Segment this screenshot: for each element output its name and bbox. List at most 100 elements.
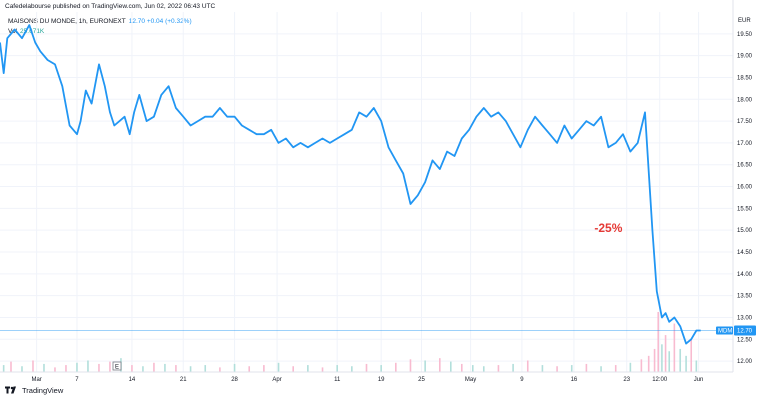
tradingview-brand: TradingView: [22, 385, 64, 395]
volume-bar: [65, 365, 67, 372]
y-axis-ticks: EUR 12.00 12.50 13.00 13.50 14.00 14.50 15.00 15…: [737, 18, 753, 365]
volume-bar: [679, 348, 682, 372]
volume-bar: [98, 363, 100, 372]
y-tick-label: 12.00: [737, 359, 753, 365]
volume-bar: [87, 360, 89, 372]
volume-bar: [585, 363, 588, 372]
volume-bar: [321, 367, 324, 372]
volume-bar: [556, 366, 558, 372]
volume-bar: [395, 362, 397, 372]
volume-bar: [685, 355, 687, 372]
volume-bar: [424, 360, 426, 372]
symbol-tag-box: [716, 326, 733, 335]
x-tick-label: 14: [129, 377, 136, 383]
x-tick-label: 12:00: [652, 377, 668, 383]
volume-bar: [695, 360, 698, 372]
x-tick-label: 16: [571, 377, 578, 383]
volume-bar: [640, 359, 643, 372]
y-tick-label: 17.50: [737, 119, 753, 125]
x-tick-label: 11: [334, 377, 341, 383]
volume-bar: [164, 363, 166, 372]
x-tick-label: 23: [623, 377, 630, 383]
y-tick-label: 19.00: [737, 54, 753, 60]
volume-bar: [175, 365, 177, 372]
volume-bar: [690, 339, 693, 372]
y-tick-label: 17.00: [737, 141, 753, 147]
volume-bar: [32, 360, 34, 372]
volume-bar: [460, 363, 463, 372]
x-tick-label: 28: [231, 377, 238, 383]
volume-bar: [512, 363, 514, 372]
volume-bar: [365, 363, 368, 372]
legend-symbol[interactable]: MAISONS DU MONDE, 1h, EURONEXT: [8, 18, 126, 25]
y-tick-label: 16.50: [737, 163, 753, 169]
y-tick-label: 15.00: [737, 228, 753, 234]
volume-bar: [292, 366, 294, 372]
volume-bar: [449, 361, 452, 372]
volume-bar: [471, 365, 474, 372]
volume-bar: [541, 365, 544, 372]
volume-bar: [277, 362, 280, 372]
tradingview-footer[interactable]: TradingView: [5, 385, 63, 395]
currency-label: EUR: [738, 18, 751, 24]
y-tick-label: 16.00: [737, 185, 753, 191]
volume-bar: [526, 360, 529, 372]
volume-bar: [219, 367, 221, 372]
volume-bar: [661, 344, 663, 372]
volume-bar: [43, 363, 45, 372]
publisher-header: Cafedelabourse published on TradingView.…: [5, 3, 216, 10]
volume-bar: [629, 362, 632, 372]
y-tick-label: 15.50: [737, 206, 753, 212]
x-tick-label: Jun: [694, 377, 704, 383]
chart-grid: [0, 12, 733, 372]
volume-bar: [409, 359, 412, 372]
legend-price-info: 12.70 +0.04 (+0.32%): [128, 18, 192, 25]
last-price-tag-box: [734, 325, 756, 336]
volume-bar: [21, 366, 23, 372]
x-tick-label: 9: [520, 377, 524, 383]
volume-bar: [142, 366, 144, 372]
volume-bar: [653, 348, 656, 372]
volume-bar: [76, 362, 78, 372]
x-tick-label: May: [465, 377, 476, 383]
e-event-marker[interactable]: E: [112, 361, 122, 371]
volume-bar: [380, 365, 382, 372]
volume-bar: [263, 365, 265, 372]
y-tick-label: 14.00: [737, 272, 753, 278]
tradingview-logo-icon: [5, 386, 16, 394]
volume-bar: [336, 365, 338, 372]
volume-bar: [657, 312, 660, 372]
x-tick-label: 7: [75, 377, 79, 383]
legend-symbol-row: MAISONS DU MONDE, 1h, EURONEXT 12.70 +0.0…: [8, 17, 192, 27]
x-tick-label: Apr: [272, 377, 281, 383]
x-tick-label: 19: [378, 377, 385, 383]
y-tick-label: 19.50: [737, 32, 753, 38]
volume-bar: [614, 365, 617, 372]
x-tick-label: 25: [418, 377, 425, 383]
volume-bar: [351, 366, 353, 372]
y-tick-label: 18.00: [737, 97, 753, 103]
volume-bar: [439, 358, 441, 372]
volume-bar: [600, 366, 602, 372]
y-tick-label: 13.50: [737, 294, 753, 300]
x-tick-label: 21: [180, 377, 187, 383]
volume-bar: [482, 366, 485, 372]
volume-bar: [204, 365, 207, 372]
last-price-tag-text: 12.70: [737, 329, 753, 335]
y-tick-label: 12.50: [737, 337, 753, 343]
volume-bar: [664, 335, 667, 372]
y-tick-label: 14.50: [737, 250, 753, 256]
volume-bar: [54, 367, 56, 372]
volume-bar: [233, 363, 236, 372]
symbol-tag-text: MDM: [718, 329, 732, 335]
y-tick-label: 18.50: [737, 75, 753, 81]
volume-bar: [307, 365, 309, 372]
volume-bar: [2, 365, 5, 372]
x-tick-label: Mar: [31, 377, 41, 383]
price-series-line: [0, 24, 701, 345]
volume-bar: [570, 365, 573, 372]
price-series: [0, 24, 701, 345]
volume-bar: [248, 366, 251, 372]
svg-text:E: E: [115, 365, 119, 371]
